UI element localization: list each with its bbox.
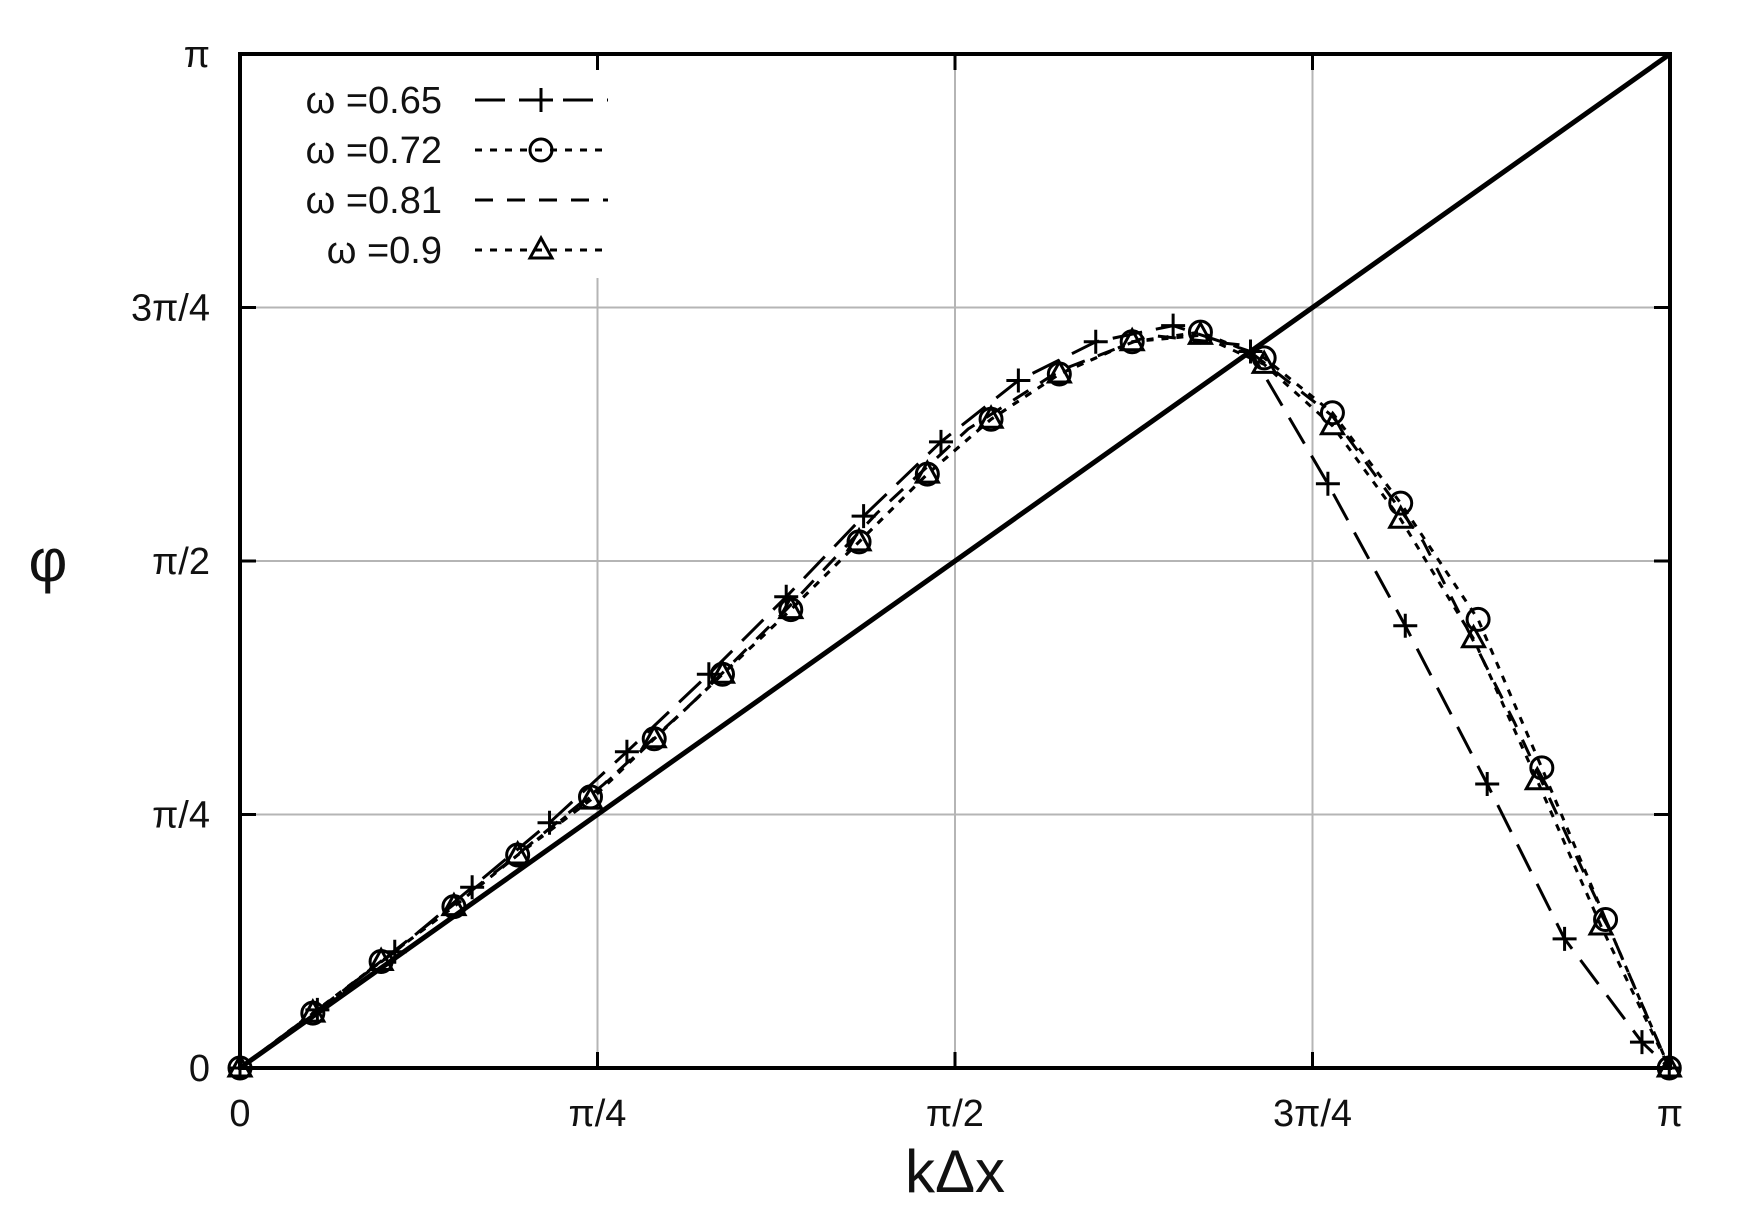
data-point xyxy=(708,659,737,684)
data-point xyxy=(1387,504,1415,529)
legend-label: ω =0.81 xyxy=(306,180,442,222)
legend-entry: ω =0.81 xyxy=(306,180,608,222)
data-point xyxy=(913,458,941,484)
legend-marker xyxy=(527,234,555,260)
data-point xyxy=(1006,368,1031,393)
x-axis-title: kΔx xyxy=(905,1138,1005,1205)
legend-label: ω =0.9 xyxy=(327,230,442,272)
data-point xyxy=(440,891,468,917)
legend: ω =0.65 ω =0.72 ω =0.81 ω =0.9 xyxy=(306,80,608,272)
y-tick-label: π/2 xyxy=(152,541,210,583)
data-point xyxy=(845,526,873,552)
y-tick-label: π xyxy=(184,34,210,76)
x-tick-label: π/2 xyxy=(926,1093,984,1135)
data-point xyxy=(1475,771,1500,796)
legend-entry: ω =0.9 xyxy=(327,230,608,272)
data-point xyxy=(1186,320,1214,345)
data-point xyxy=(1593,907,1619,933)
data-point xyxy=(614,739,639,764)
data-point xyxy=(928,429,953,454)
data-point xyxy=(576,784,605,810)
data-point xyxy=(977,404,1005,429)
data-point xyxy=(1318,410,1346,436)
data-point xyxy=(367,946,395,971)
data-point xyxy=(640,723,668,749)
data-point xyxy=(1045,358,1073,384)
data-point xyxy=(1161,313,1186,338)
data-point xyxy=(1388,490,1414,516)
y-tick-label: π/4 xyxy=(152,794,210,836)
x-tick-label: 3π/4 xyxy=(1273,1093,1352,1135)
data-point xyxy=(851,504,876,529)
data-point xyxy=(1393,613,1418,638)
legend-marker xyxy=(528,137,554,163)
x-tick-label: π/4 xyxy=(569,1093,627,1135)
legend-entry: ω =0.72 xyxy=(306,130,608,172)
data-point xyxy=(504,839,532,865)
data-point xyxy=(1587,910,1615,936)
data-point xyxy=(1629,1030,1654,1055)
series-line xyxy=(239,324,1671,1070)
data-point xyxy=(1523,765,1551,791)
data-point xyxy=(1083,329,1108,354)
y-axis-title: φ xyxy=(29,527,68,594)
y-tick-label: 0 xyxy=(189,1048,210,1090)
data-point xyxy=(1118,326,1146,352)
x-tick-label: 0 xyxy=(229,1093,250,1135)
legend-label: ω =0.72 xyxy=(306,130,442,172)
data-point xyxy=(1552,926,1577,951)
y-tick-label: 3π/4 xyxy=(131,287,210,329)
x-axis-ticks: 0 π/4 π/2 3π/4 π xyxy=(229,54,1683,1135)
series-4 xyxy=(226,320,1683,1078)
legend-marker xyxy=(529,88,553,112)
data-point xyxy=(1250,349,1278,374)
x-tick-label: π xyxy=(1657,1093,1683,1135)
legend-label: ω =0.65 xyxy=(306,80,442,122)
legend-entry: ω =0.65 xyxy=(306,80,608,122)
series-line xyxy=(239,330,1671,1070)
data-point xyxy=(1460,623,1488,649)
data-point xyxy=(777,594,805,620)
data-point xyxy=(1315,471,1340,496)
reference-diagonal-line xyxy=(238,51,1672,1071)
data-point xyxy=(1465,606,1491,632)
y-axis-ticks: 0 π/4 π/2 3π/4 π xyxy=(131,34,1670,1090)
data-point xyxy=(299,998,327,1023)
